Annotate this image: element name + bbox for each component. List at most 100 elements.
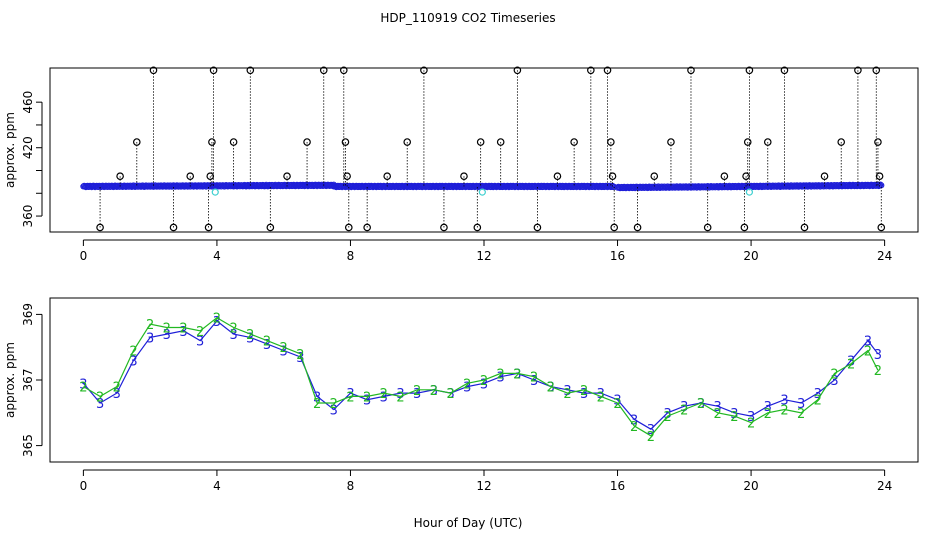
bottom-x-tick-label: 16 xyxy=(610,479,625,493)
series-2-point: 2 xyxy=(396,390,404,405)
series-3-point: 3 xyxy=(463,381,471,396)
series-3-point: 3 xyxy=(280,345,288,360)
flagged-point xyxy=(877,223,886,232)
bottom-x-tick-label: 20 xyxy=(743,479,758,493)
series-3-point: 3 xyxy=(563,384,571,399)
flagged-point xyxy=(703,223,712,232)
flagged-point xyxy=(740,223,749,232)
series-3-point: 3 xyxy=(163,328,171,343)
flagged-point xyxy=(743,138,752,146)
flagged-point xyxy=(319,66,328,75)
series-2-point: 2 xyxy=(847,358,855,373)
series-3-point: 3 xyxy=(830,374,838,389)
series-3-point: 3 xyxy=(96,397,104,412)
top-x-tick-label: 4 xyxy=(213,249,221,263)
top-plot-frame xyxy=(49,67,919,233)
flagged-point xyxy=(633,223,642,232)
flagged-point xyxy=(854,66,862,75)
series-2-point: 2 xyxy=(413,384,421,399)
bottom-x-tick-label: 8 xyxy=(347,479,355,493)
top-y-axis: 360 420 460 xyxy=(21,91,43,228)
flagged-point xyxy=(587,66,595,75)
flagged-point xyxy=(667,138,675,146)
flagged-point xyxy=(383,172,391,180)
series-3-point: 3 xyxy=(380,390,388,405)
flagged-point xyxy=(283,172,291,180)
flagged-point xyxy=(607,138,615,146)
top-y-tick-label: 460 xyxy=(21,91,35,114)
series-2-point: 2 xyxy=(780,404,788,419)
series-2-point: 2 xyxy=(697,397,705,412)
series-2-point: 2 xyxy=(179,322,187,337)
series-3-point: 3 xyxy=(580,387,588,402)
series-2-point: 2 xyxy=(246,328,254,343)
series-2-point: 2 xyxy=(597,390,605,405)
series-2-point: 2 xyxy=(113,381,121,396)
flagged-point xyxy=(149,66,158,75)
series-2-line xyxy=(83,316,879,437)
flagged-point xyxy=(763,138,772,146)
series-3-point: 3 xyxy=(446,387,454,402)
series-2-point: 2 xyxy=(613,397,621,412)
flagged-point xyxy=(209,66,218,75)
flagged-point xyxy=(533,223,542,232)
series-2-point: 2 xyxy=(747,417,755,432)
series-3-point: 3 xyxy=(129,354,137,369)
flagged-point xyxy=(872,66,881,75)
top-x-tick-label: 16 xyxy=(610,249,625,263)
flagged-point xyxy=(874,138,882,146)
series-3-point: 3 xyxy=(330,404,338,419)
flagged-point xyxy=(246,66,255,75)
flagged-point xyxy=(204,223,213,232)
series-3-point: 3 xyxy=(396,387,404,402)
bottom-y-axis-label: approx. ppm xyxy=(3,342,17,418)
top-cyan-series xyxy=(211,188,754,196)
series-3-point: 3 xyxy=(213,315,221,330)
series-3-point: 3 xyxy=(680,400,688,415)
series-2-point: 2 xyxy=(797,407,805,422)
x-axis-label: Hour of Day (UTC) xyxy=(414,516,523,530)
series-3-line xyxy=(82,320,879,430)
series-2-point: 2 xyxy=(263,335,271,350)
series-2-point: 2 xyxy=(513,367,521,382)
series-3-point: 3 xyxy=(146,331,154,346)
series-2-point: 2 xyxy=(730,410,738,425)
flagged-point xyxy=(341,138,350,146)
series-3-point: 3 xyxy=(497,371,505,386)
series-2-point: 2 xyxy=(229,322,237,337)
bottom-x-tick-label: 24 xyxy=(877,479,892,493)
series-2-point: 2 xyxy=(380,387,388,402)
top-y-tick-label: 420 xyxy=(21,136,35,159)
series-2-point: 2 xyxy=(463,377,471,392)
series-2-point: 2 xyxy=(146,318,154,333)
series-2-point: 2 xyxy=(163,322,171,337)
series-2-point: 2 xyxy=(530,371,538,386)
flagged-point xyxy=(460,172,468,180)
top-flagged-series xyxy=(96,66,886,232)
series-3-point: 3 xyxy=(597,387,605,402)
flagged-point xyxy=(837,138,846,146)
flagged-point xyxy=(610,223,619,232)
top-y-tick-label: 360 xyxy=(21,205,35,228)
series-3-point: 3 xyxy=(296,351,304,366)
bottom-plot-frame xyxy=(49,297,919,463)
series-2-point: 2 xyxy=(213,312,221,327)
flagged-point xyxy=(720,172,729,180)
series-2-point: 2 xyxy=(346,390,354,405)
flagged-point xyxy=(343,172,351,180)
bottom-x-axis: 0 4 8 12 16 20 24 xyxy=(80,469,892,493)
series-3-point: 3 xyxy=(113,387,121,402)
series-2-point: 2 xyxy=(313,397,321,412)
flagged-point xyxy=(473,223,482,232)
series-3-point: 3 xyxy=(196,335,204,350)
flagged-point xyxy=(603,66,612,75)
series-3-point: 3 xyxy=(246,331,254,346)
series-3-point: 3 xyxy=(630,413,638,428)
flagged-point xyxy=(133,138,141,146)
series-3-point: 3 xyxy=(747,410,755,425)
chart-title: HDP_110919 CO2 Timeseries xyxy=(380,11,555,25)
series-3-point: 3 xyxy=(663,407,671,422)
top-x-tick-label: 0 xyxy=(80,249,88,263)
series-2-point: 2 xyxy=(864,345,872,360)
